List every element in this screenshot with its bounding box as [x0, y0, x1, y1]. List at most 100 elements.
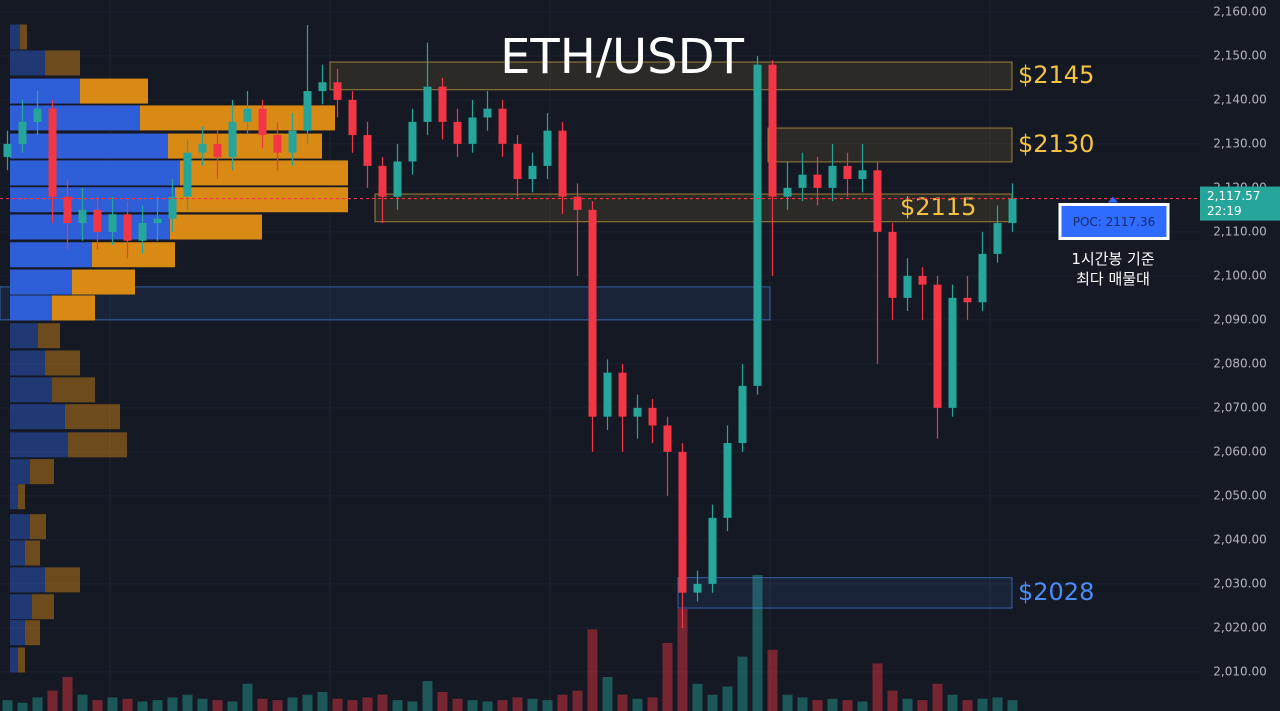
candle-body [273, 135, 282, 153]
candle-body [378, 165, 387, 197]
zone-label: $2028 [1018, 578, 1094, 606]
candle-body [543, 130, 552, 166]
volume-bar [827, 698, 838, 711]
volume-bar [527, 698, 538, 711]
price-zone [677, 577, 1013, 609]
candle-body [723, 443, 732, 518]
candle-body [288, 130, 297, 153]
candle-body [228, 121, 237, 158]
candle-body [183, 152, 192, 197]
candle-body [828, 165, 837, 188]
profile-buy [10, 432, 68, 458]
candle-body [948, 297, 957, 408]
price-zone [329, 61, 1013, 91]
y-tick-label: 2,110.00 [1213, 224, 1266, 238]
volume-bar [557, 694, 568, 711]
volume-bar [752, 575, 763, 711]
candle-body [558, 130, 567, 197]
candle-body [33, 108, 42, 122]
y-tick-label: 2,140.00 [1213, 92, 1266, 106]
volume-bar [647, 697, 658, 711]
zone-label: $2115 [900, 193, 976, 221]
profile-buy [10, 484, 18, 510]
candle-body [888, 231, 897, 298]
candle-body [453, 121, 462, 144]
candle-body [588, 209, 597, 417]
profile-sell [25, 620, 40, 646]
candle-body [513, 143, 522, 180]
volume-bar [377, 694, 388, 711]
profile-sell [25, 540, 40, 566]
volume-bar [362, 697, 373, 711]
candle-body [303, 91, 312, 131]
volume-bar [197, 698, 208, 711]
volume-bar [257, 698, 268, 711]
candle-body [993, 223, 1002, 254]
volume-bar [212, 700, 223, 711]
volume-bar [347, 700, 358, 711]
volume-bar [812, 700, 823, 711]
candle-body [1008, 198, 1017, 224]
zone-label: $2145 [1018, 61, 1094, 89]
y-tick-label: 2,010.00 [1213, 664, 1266, 678]
candle-body [423, 86, 432, 122]
profile-buy [10, 459, 30, 485]
volume-bar [617, 694, 628, 711]
candle-body [498, 108, 507, 144]
poc-note: 최다 매물대 [1076, 270, 1150, 288]
candle-body [63, 196, 72, 224]
volume-bar [317, 691, 328, 711]
volume-bar [17, 702, 28, 711]
y-tick-label: 2,130.00 [1213, 136, 1266, 150]
volume-bar [692, 683, 703, 711]
candle-body [528, 165, 537, 180]
volume-bar [947, 694, 958, 711]
candle-body [438, 86, 447, 122]
candle-body [318, 82, 327, 92]
candle-body [873, 170, 882, 232]
profile-sell [80, 78, 148, 104]
candle-body [603, 372, 612, 417]
y-tick-label: 2,020.00 [1213, 620, 1266, 634]
volume-bar [392, 700, 403, 711]
volume-bar [152, 700, 163, 711]
profile-buy [10, 295, 52, 321]
y-tick-label: 2,030.00 [1213, 576, 1266, 590]
volume-bar [482, 701, 493, 711]
candle-body [168, 196, 177, 219]
profile-sell [30, 514, 46, 540]
profile-buy [10, 50, 45, 76]
candle-body [213, 143, 222, 158]
volume-bar [422, 681, 433, 711]
profile-sell [52, 295, 95, 321]
volume-bar [632, 698, 643, 711]
candle-body [348, 99, 357, 136]
price-axis [1200, 0, 1280, 711]
y-tick-label: 2,090.00 [1213, 312, 1266, 326]
profile-buy [10, 620, 25, 646]
volume-bar [77, 694, 88, 711]
y-tick-label: 2,100.00 [1213, 268, 1266, 282]
candle-body [918, 275, 927, 285]
profile-sell [180, 160, 348, 186]
candle-body [573, 196, 582, 210]
candle-body [408, 121, 417, 162]
candle-body [468, 117, 477, 144]
candle-body [618, 372, 627, 417]
y-tick-label: 2,070.00 [1213, 400, 1266, 414]
profile-buy [10, 242, 92, 268]
last-price-tag [1200, 186, 1280, 221]
y-tick-label: 2,050.00 [1213, 488, 1266, 502]
profile-sell [45, 567, 80, 593]
profile-sell [32, 594, 54, 620]
profile-buy [10, 594, 32, 620]
last-price-label: 2,117.57 [1207, 189, 1260, 203]
volume-bar [917, 700, 928, 711]
candle-body [798, 174, 807, 188]
price-zone [767, 127, 1013, 163]
volume-bar [872, 663, 883, 711]
chart-title: ETH/USDT [500, 29, 744, 85]
volume-bar [272, 700, 283, 711]
candle-body [18, 121, 27, 144]
volume-bar [1007, 700, 1018, 711]
